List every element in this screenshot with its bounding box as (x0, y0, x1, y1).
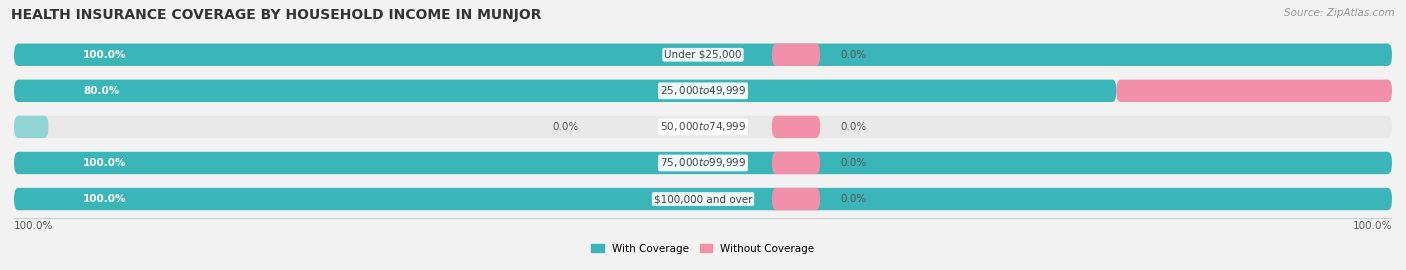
Text: 100.0%: 100.0% (83, 158, 127, 168)
FancyBboxPatch shape (14, 152, 1392, 174)
Text: Source: ZipAtlas.com: Source: ZipAtlas.com (1284, 8, 1395, 18)
Text: $100,000 and over: $100,000 and over (654, 194, 752, 204)
Text: 80.0%: 80.0% (83, 86, 120, 96)
Text: 0.0%: 0.0% (841, 158, 868, 168)
FancyBboxPatch shape (14, 152, 1392, 174)
FancyBboxPatch shape (1116, 80, 1392, 102)
FancyBboxPatch shape (14, 116, 1392, 138)
FancyBboxPatch shape (772, 116, 820, 138)
FancyBboxPatch shape (14, 80, 1116, 102)
FancyBboxPatch shape (14, 80, 1392, 102)
Text: $50,000 to $74,999: $50,000 to $74,999 (659, 120, 747, 133)
Text: 0.0%: 0.0% (553, 122, 579, 132)
Text: 100.0%: 100.0% (83, 194, 127, 204)
FancyBboxPatch shape (14, 116, 48, 138)
FancyBboxPatch shape (14, 43, 1392, 66)
Text: 0.0%: 0.0% (841, 194, 868, 204)
Text: 100.0%: 100.0% (1353, 221, 1392, 231)
Text: 0.0%: 0.0% (841, 122, 868, 132)
FancyBboxPatch shape (772, 188, 820, 210)
Text: 100.0%: 100.0% (14, 221, 53, 231)
Legend: With Coverage, Without Coverage: With Coverage, Without Coverage (588, 239, 818, 258)
FancyBboxPatch shape (772, 43, 820, 66)
Text: Under $25,000: Under $25,000 (664, 50, 742, 60)
Text: 100.0%: 100.0% (83, 50, 127, 60)
Text: $75,000 to $99,999: $75,000 to $99,999 (659, 157, 747, 170)
FancyBboxPatch shape (14, 43, 1392, 66)
Text: HEALTH INSURANCE COVERAGE BY HOUSEHOLD INCOME IN MUNJOR: HEALTH INSURANCE COVERAGE BY HOUSEHOLD I… (11, 8, 541, 22)
Text: $25,000 to $49,999: $25,000 to $49,999 (659, 84, 747, 97)
Text: 0.0%: 0.0% (841, 50, 868, 60)
FancyBboxPatch shape (14, 188, 1392, 210)
FancyBboxPatch shape (772, 152, 820, 174)
FancyBboxPatch shape (14, 188, 1392, 210)
